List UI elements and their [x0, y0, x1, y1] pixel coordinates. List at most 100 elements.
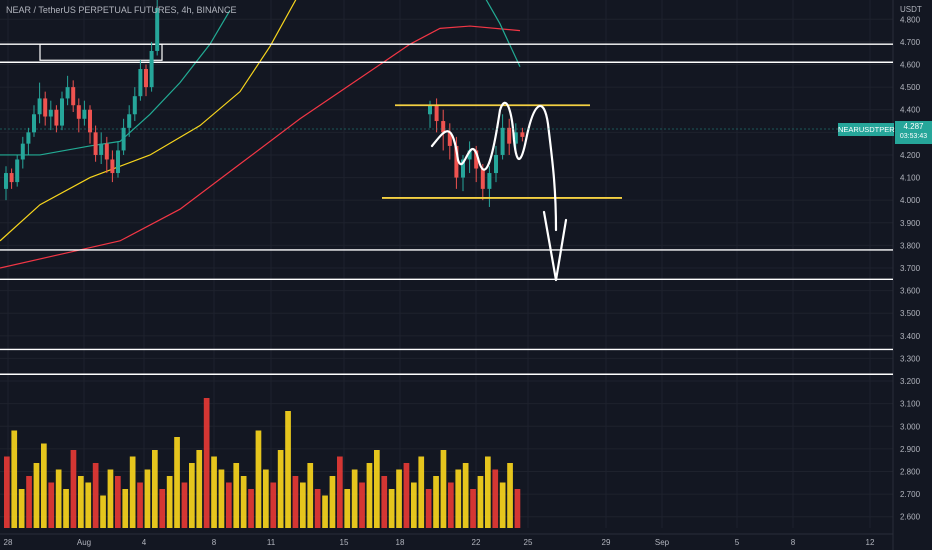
volume-bar	[499, 482, 506, 528]
volume-bar	[211, 456, 217, 528]
y-tick-label: 4.500	[900, 83, 921, 92]
candle-body	[71, 87, 76, 106]
y-tick-label: 3.000	[900, 422, 921, 431]
candle-body	[37, 98, 42, 115]
last-price: 4.287	[903, 122, 924, 131]
volume-bar	[418, 456, 425, 528]
y-tick-label: 4.700	[900, 38, 921, 47]
volume-bar	[107, 469, 114, 528]
volume-bar	[196, 450, 203, 528]
y-tick-label: 4.000	[900, 196, 921, 205]
volume-bar	[11, 430, 18, 528]
volume-bar	[144, 469, 151, 528]
candle-body	[507, 127, 512, 144]
volume-bar	[322, 495, 328, 528]
candle-body	[138, 69, 143, 97]
volume-bar	[270, 482, 277, 528]
volume-bar	[388, 489, 395, 528]
y-tick-label: 3.800	[900, 241, 921, 250]
candle-body	[132, 96, 137, 115]
y-tick-label: 3.200	[900, 377, 921, 386]
volume-bar	[314, 489, 321, 528]
moving-average-line	[485, 0, 521, 68]
volume-bar	[329, 476, 336, 528]
volume-bar	[285, 411, 291, 528]
x-tick-label: 18	[396, 538, 405, 547]
candle-body	[494, 154, 498, 174]
volume-bar	[85, 482, 92, 528]
volume-bar	[307, 463, 314, 528]
drawn-projection-path	[430, 101, 558, 232]
x-tick-label: 29	[602, 538, 611, 547]
candle-body	[32, 114, 36, 133]
volume-bar	[159, 489, 166, 528]
candle-body	[487, 173, 492, 189]
volume-bar	[425, 489, 432, 528]
volume-bar	[470, 489, 476, 528]
volume-bar	[203, 398, 210, 528]
volume-bar	[70, 450, 77, 528]
x-tick-label: 25	[524, 538, 533, 547]
y-tick-label: 4.400	[900, 106, 921, 115]
volume-bar	[115, 476, 121, 528]
y-tick-label: 2.700	[900, 490, 921, 499]
y-tick-label: 3.700	[900, 264, 921, 273]
range-box	[39, 43, 163, 61]
x-tick-label: 4	[142, 538, 147, 547]
candle-body	[500, 127, 505, 155]
volume-bar	[359, 482, 365, 528]
volume-bar	[292, 476, 299, 528]
volume-bar	[507, 463, 513, 528]
y-tick-label: 2.800	[900, 467, 921, 476]
volume-bar	[263, 469, 269, 528]
candle-body	[467, 150, 472, 160]
candle-body	[60, 98, 64, 126]
volume-bar	[514, 489, 521, 528]
candle-body	[480, 168, 485, 189]
chart-title: NEAR / TetherUS PERPETUAL FUTURES, 4h, B…	[6, 5, 237, 15]
y-tick-label: 3.300	[900, 354, 921, 363]
candle-body	[520, 132, 525, 137]
candle-body	[26, 132, 31, 144]
y-tick-label: 4.100	[900, 174, 921, 183]
candle-body	[48, 109, 53, 117]
candle-body	[127, 114, 132, 128]
volume-bar	[277, 450, 284, 528]
volume-bar	[181, 482, 188, 528]
candle-body	[54, 109, 59, 126]
volume-bar	[48, 482, 55, 528]
candle-body	[121, 127, 126, 151]
volume-bar	[485, 456, 491, 528]
candle-body	[513, 132, 518, 144]
volume-bar	[100, 495, 106, 528]
volume-bar	[4, 456, 10, 528]
moving-average-line	[0, 0, 297, 242]
candle-body	[65, 87, 70, 99]
candle-body	[43, 98, 48, 117]
candle-body	[99, 143, 104, 155]
volume-bar	[41, 443, 47, 528]
candle-body	[110, 159, 115, 174]
volume-bar	[366, 463, 373, 528]
volume-bar	[344, 489, 351, 528]
candle-body	[434, 105, 439, 122]
volume-bar	[300, 482, 306, 528]
moving-average-line	[0, 9, 231, 156]
candle-body	[155, 8, 160, 51]
last-price-badge: 4.287 03:53:43	[895, 121, 932, 144]
drawn-down-arrow	[542, 210, 568, 282]
x-tick-label: 15	[340, 538, 349, 547]
volume-bar	[226, 482, 232, 528]
volume-bar	[492, 469, 499, 528]
candle-body	[4, 173, 8, 189]
x-tick-label: 28	[4, 538, 13, 547]
volume-bar	[462, 463, 469, 528]
candle-body	[441, 121, 446, 133]
volume-bar	[122, 489, 129, 528]
volume-bar	[33, 463, 40, 528]
y-tick-label: 3.900	[900, 219, 921, 228]
x-tick-label: 8	[212, 538, 217, 547]
y-tick-label: 4.200	[900, 151, 921, 160]
